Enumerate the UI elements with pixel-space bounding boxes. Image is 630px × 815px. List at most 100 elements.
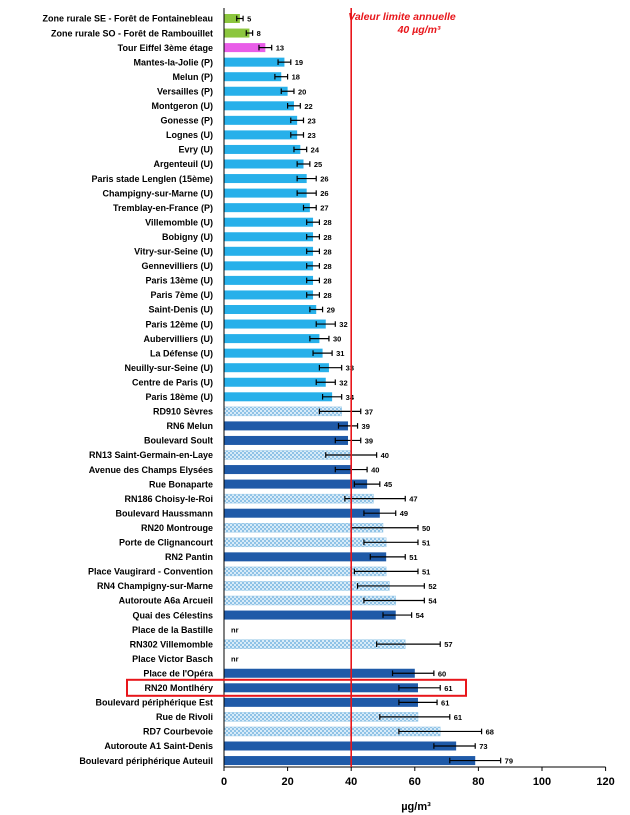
value-label-versailles-p: 20 bbox=[298, 87, 306, 96]
bar-mantes-la-jolie-p bbox=[224, 57, 285, 67]
bar-paris-12eme-u bbox=[224, 319, 326, 329]
bar-champigny-sur-marne-u bbox=[224, 188, 307, 198]
category-label-rn4-champigny-sur-marne: RN4 Champigny-sur-Marne bbox=[97, 581, 213, 591]
category-label-boulevard-soult: Boulevard Soult bbox=[144, 436, 213, 446]
error-bar-rn6-melun bbox=[337, 423, 359, 429]
category-label-rd910-sevres: RD910 Sèvres bbox=[153, 407, 213, 417]
error-bar-rn186-choisy-le-roi bbox=[344, 495, 406, 502]
category-label-gonesse-p: Gonesse (P) bbox=[160, 116, 213, 126]
category-label-rue-de-rivoli: Rue de Rivoli bbox=[156, 712, 213, 722]
value-label-vitry-sur-seine-u: 28 bbox=[323, 247, 331, 256]
error-bar-tremblay-en-france-p bbox=[302, 204, 317, 211]
value-label-montgeron-u: 22 bbox=[304, 102, 312, 111]
category-label-paris-12eme-u: Paris 12ème (U) bbox=[145, 319, 213, 329]
error-bar-boulevard-soult bbox=[334, 437, 362, 444]
category-label-place-vaugirard-convention: Place Vaugirard - Convention bbox=[88, 567, 213, 577]
bar-paris-18eme-u bbox=[224, 392, 333, 402]
category-label-saint-denis-u: Saint-Denis (U) bbox=[148, 305, 213, 315]
value-label-rn2-pantin: 51 bbox=[409, 553, 417, 562]
value-label-boulevard-peripherique-est: 61 bbox=[441, 698, 449, 707]
value-label-aubervilliers-u: 30 bbox=[333, 335, 341, 344]
bar-zone-rurale-so-foret-de-rambouillet bbox=[224, 28, 250, 38]
bar-zone-rurale-se-foret-de-fontainebleau bbox=[224, 14, 240, 23]
bar-rn6-melun bbox=[224, 421, 349, 431]
bar-la-defense-u bbox=[224, 348, 323, 358]
bar-porte-de-clignancourt bbox=[223, 537, 387, 548]
value-label-rn13-saint-germain-en-laye: 40 bbox=[381, 451, 389, 460]
bar-boulevard-haussmann bbox=[224, 508, 380, 518]
value-label-melun-p: 18 bbox=[292, 73, 300, 82]
category-label-bobigny-u: Bobigny (U) bbox=[162, 232, 213, 242]
category-label-paris-13eme-u: Paris 13ème (U) bbox=[145, 276, 213, 286]
category-label-champigny-sur-marne-u: Champigny-sur-Marne (U) bbox=[102, 188, 213, 198]
bar-quai-des-celestins bbox=[224, 610, 396, 620]
x-axis-unit-label: µg/m³ bbox=[401, 801, 431, 813]
bar-montgeron-u bbox=[224, 101, 294, 111]
category-label-rn20-montrouge: RN20 Montrouge bbox=[141, 523, 213, 533]
category-label-mantes-la-jolie-p: Mantes-la-Jolie (P) bbox=[133, 57, 213, 67]
value-label-paris-stade-lenglen-15eme: 26 bbox=[320, 175, 328, 184]
bar-boulevard-soult bbox=[224, 435, 349, 445]
category-label-lognes-u: Lognes (U) bbox=[166, 130, 213, 140]
value-label-gonesse-p: 23 bbox=[308, 116, 316, 125]
bar-rn20-montlhery bbox=[224, 683, 418, 693]
value-label-zone-rurale-se-foret-de-fontainebleau: 5 bbox=[247, 15, 251, 24]
limit-line-group: Valeur limite annuelle 40 µg/m³ bbox=[348, 8, 456, 767]
category-label-rn6-melun: RN6 Melun bbox=[166, 421, 213, 431]
bar-centre-de-paris-u bbox=[224, 377, 326, 387]
category-label-tremblay-en-france-p: Tremblay-en-France (P) bbox=[113, 203, 213, 213]
error-bar-rn20-montlhery bbox=[398, 685, 441, 691]
value-label-quai-des-celestins: 54 bbox=[416, 611, 425, 620]
value-label-avenue-des-champs-elysees: 40 bbox=[371, 466, 379, 475]
error-bar-rn302-villemomble bbox=[376, 641, 441, 647]
value-label-villemomble-u: 28 bbox=[323, 218, 331, 227]
error-bar-paris-7eme-u bbox=[306, 292, 320, 298]
value-label-la-defense-u: 31 bbox=[336, 349, 344, 358]
error-bar-autoroute-a6a-arcueil bbox=[363, 597, 425, 604]
category-label-rn2-pantin: RN2 Pantin bbox=[165, 552, 213, 562]
category-label-avenue-des-champs-elysees: Avenue des Champs Elysées bbox=[89, 465, 213, 475]
value-label-paris-12eme-u: 32 bbox=[339, 320, 347, 329]
category-label-paris-stade-lenglen-15eme: Paris stade Lenglen (15ème) bbox=[91, 174, 213, 184]
error-bar-quai-des-celestins bbox=[382, 612, 413, 618]
category-label-paris-7eme-u: Paris 7ème (U) bbox=[150, 290, 213, 300]
category-label-autoroute-a1-saint-denis: Autoroute A1 Saint-Denis bbox=[104, 741, 213, 751]
error-bar-paris-13eme-u bbox=[306, 277, 320, 284]
error-bar-boulevard-haussmann bbox=[363, 510, 397, 516]
error-bar-argenteuil-u bbox=[296, 161, 311, 167]
value-label-mantes-la-jolie-p: 19 bbox=[295, 58, 303, 67]
category-label-vitry-sur-seine-u: Vitry-sur-Seine (U) bbox=[134, 247, 213, 257]
bar-bobigny-u bbox=[224, 232, 314, 242]
error-bar-rd7-courbevoie bbox=[398, 728, 483, 735]
category-label-rd7-courbevoie: RD7 Courbevoie bbox=[143, 727, 213, 737]
limit-label-line2: 40 µg/m³ bbox=[397, 24, 441, 36]
error-bar-vitry-sur-seine-u bbox=[306, 248, 320, 255]
x-tick-label-60: 60 bbox=[409, 776, 421, 788]
x-tick-label-120: 120 bbox=[596, 776, 614, 788]
bar-place-de-l-opera bbox=[224, 668, 415, 678]
value-label-rd910-sevres: 37 bbox=[365, 407, 373, 416]
bar-tremblay-en-france-p bbox=[224, 203, 310, 213]
error-bar-bobigny-u bbox=[306, 233, 320, 240]
error-bar-boulevard-peripherique-est bbox=[398, 699, 438, 706]
category-label-zone-rurale-so-foret-de-rambouillet: Zone rurale SO - Forêt de Rambouillet bbox=[51, 28, 213, 38]
value-label-paris-13eme-u: 28 bbox=[323, 276, 331, 285]
bar-rn2-pantin bbox=[224, 552, 387, 562]
highlight-box-rn20-montlhery bbox=[126, 678, 467, 697]
error-bar-centre-de-paris-u bbox=[315, 379, 336, 386]
x-tick-label-80: 80 bbox=[472, 776, 484, 788]
value-label-autoroute-a1-saint-denis: 73 bbox=[479, 742, 487, 751]
error-bar-saint-denis-u bbox=[309, 306, 324, 313]
error-bar-paris-stade-lenglen-15eme bbox=[296, 175, 317, 182]
bar-rue-bonaparte bbox=[224, 479, 368, 489]
bar-avenue-des-champs-elysees bbox=[224, 465, 352, 475]
category-label-zone-rurale-se-foret-de-fontainebleau: Zone rurale SE - Forêt de Fontainebleau bbox=[42, 14, 213, 24]
error-bar-paris-12eme-u bbox=[315, 321, 336, 327]
category-label-paris-18eme-u: Paris 18ème (U) bbox=[145, 392, 213, 402]
category-label-la-defense-u: La Défense (U) bbox=[150, 348, 213, 358]
bar-tour-eiffel-3eme-etage bbox=[224, 43, 266, 53]
category-label-evry-u: Evry (U) bbox=[178, 145, 213, 155]
category-label-porte-de-clignancourt: Porte de Clignancourt bbox=[119, 538, 213, 548]
value-labels: 58 13 19 18 20 22 23 23 24 25 26 26 27 28 28 28 28 28 28 29… bbox=[231, 15, 513, 766]
bar-gennevilliers-u bbox=[224, 261, 314, 271]
